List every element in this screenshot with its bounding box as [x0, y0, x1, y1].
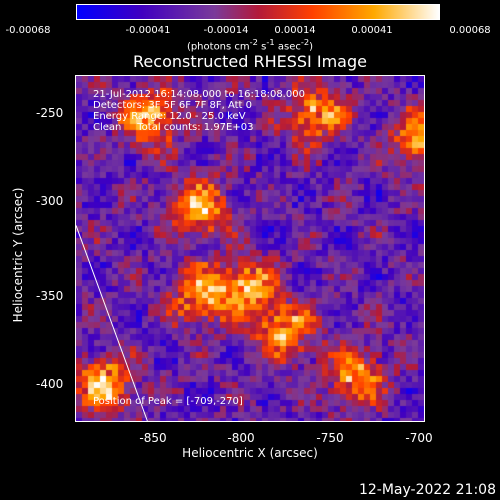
x-tick-label: -750: [316, 431, 344, 445]
x-tick-label: -700: [405, 431, 433, 445]
annotation-time-range: 21-Jul-2012 16:14:08.000 to 16:18:08.000: [93, 89, 305, 100]
reconstructed-image: [76, 76, 424, 421]
colorbar-tick: -0.00014: [203, 25, 249, 36]
colorbar-tick: 0.00041: [351, 25, 393, 36]
colorbar-tick: -0.00068: [5, 25, 51, 36]
x-tick-label: -850: [139, 431, 167, 445]
colorbar-tick: 0.00068: [449, 25, 491, 36]
annotation-peak-position: Position of Peak = [-709,-270]: [93, 396, 243, 407]
solar-limb-line: [76, 225, 148, 421]
annotation-detectors: Detectors: 3F 5F 6F 7F 8F, Att 0: [93, 100, 253, 111]
annotation-clean-counts: Clean Total counts: 1.97E+03: [93, 122, 254, 133]
colorbar-units: (photons cm-2 s-1 asec-2): [186, 37, 314, 53]
colorbar: [76, 4, 440, 20]
x-axis-label: Heliocentric X (arcsec): [182, 446, 318, 460]
image-frame: 21-Jul-2012 16:14:08.000 to 16:18:08.000…: [75, 75, 425, 422]
plot-title: Reconstructed RHESSI Image: [133, 52, 367, 71]
annotation-energy-range: Energy Range: 12.0 - 25.0 keV: [93, 111, 246, 122]
footer-timestamp: 12-May-2022 21:08: [358, 482, 496, 498]
y-axis-label: Heliocentric Y (arcsec): [11, 187, 25, 323]
limb-overlay: [76, 225, 148, 421]
colorbar-tick: -0.00041: [125, 25, 171, 36]
colorbar-tick: 0.00014: [274, 25, 316, 36]
y-tick-label: -400: [36, 377, 64, 391]
y-tick-label: -350: [36, 289, 64, 303]
y-tick-label: -250: [36, 106, 64, 120]
y-tick-label: -300: [36, 194, 64, 208]
x-tick-label: -800: [227, 431, 255, 445]
